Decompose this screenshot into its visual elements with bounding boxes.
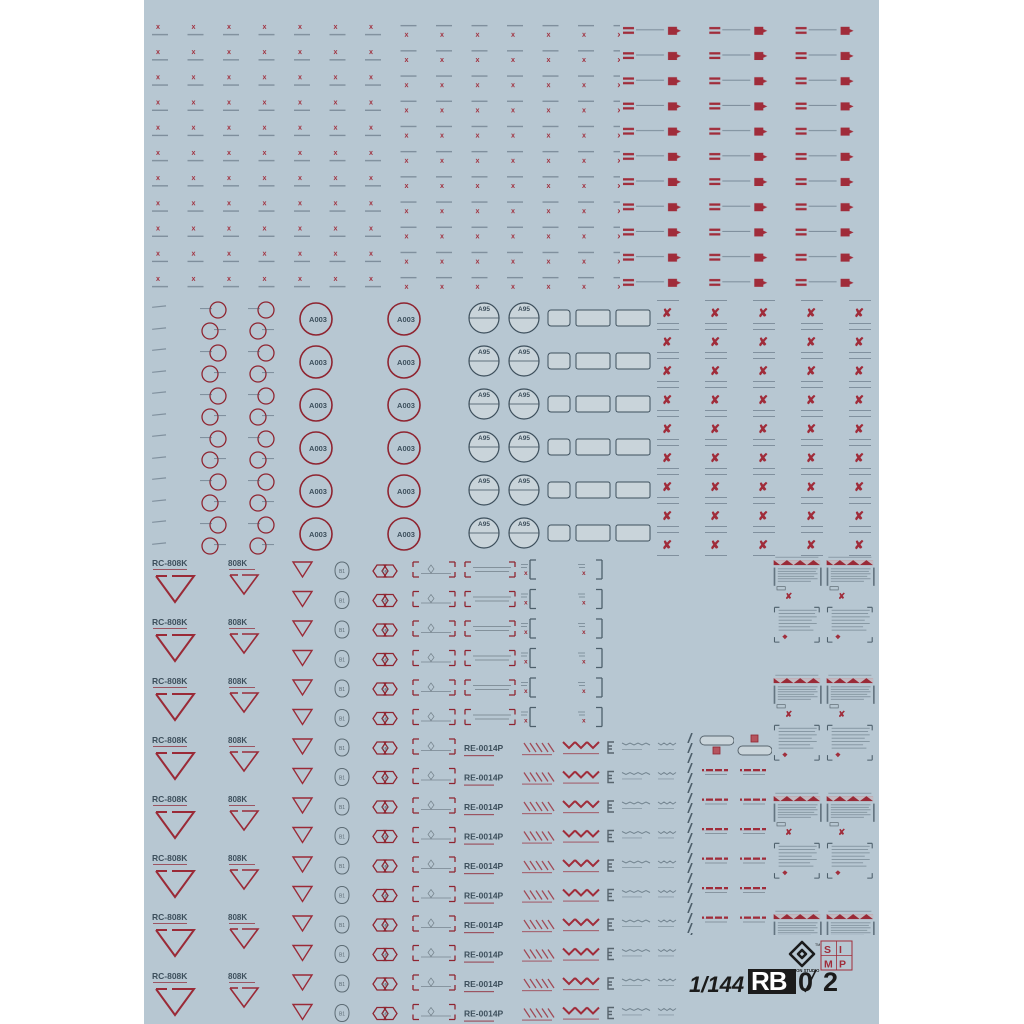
svg-text:RB: RB <box>751 966 787 996</box>
svg-text:TM: TM <box>815 943 820 947</box>
svg-text:I: I <box>839 944 842 956</box>
svg-text:S: S <box>824 944 831 956</box>
svg-text:2: 2 <box>823 967 838 997</box>
svg-text:P: P <box>839 959 846 971</box>
svg-text:1/144: 1/144 <box>689 972 744 997</box>
